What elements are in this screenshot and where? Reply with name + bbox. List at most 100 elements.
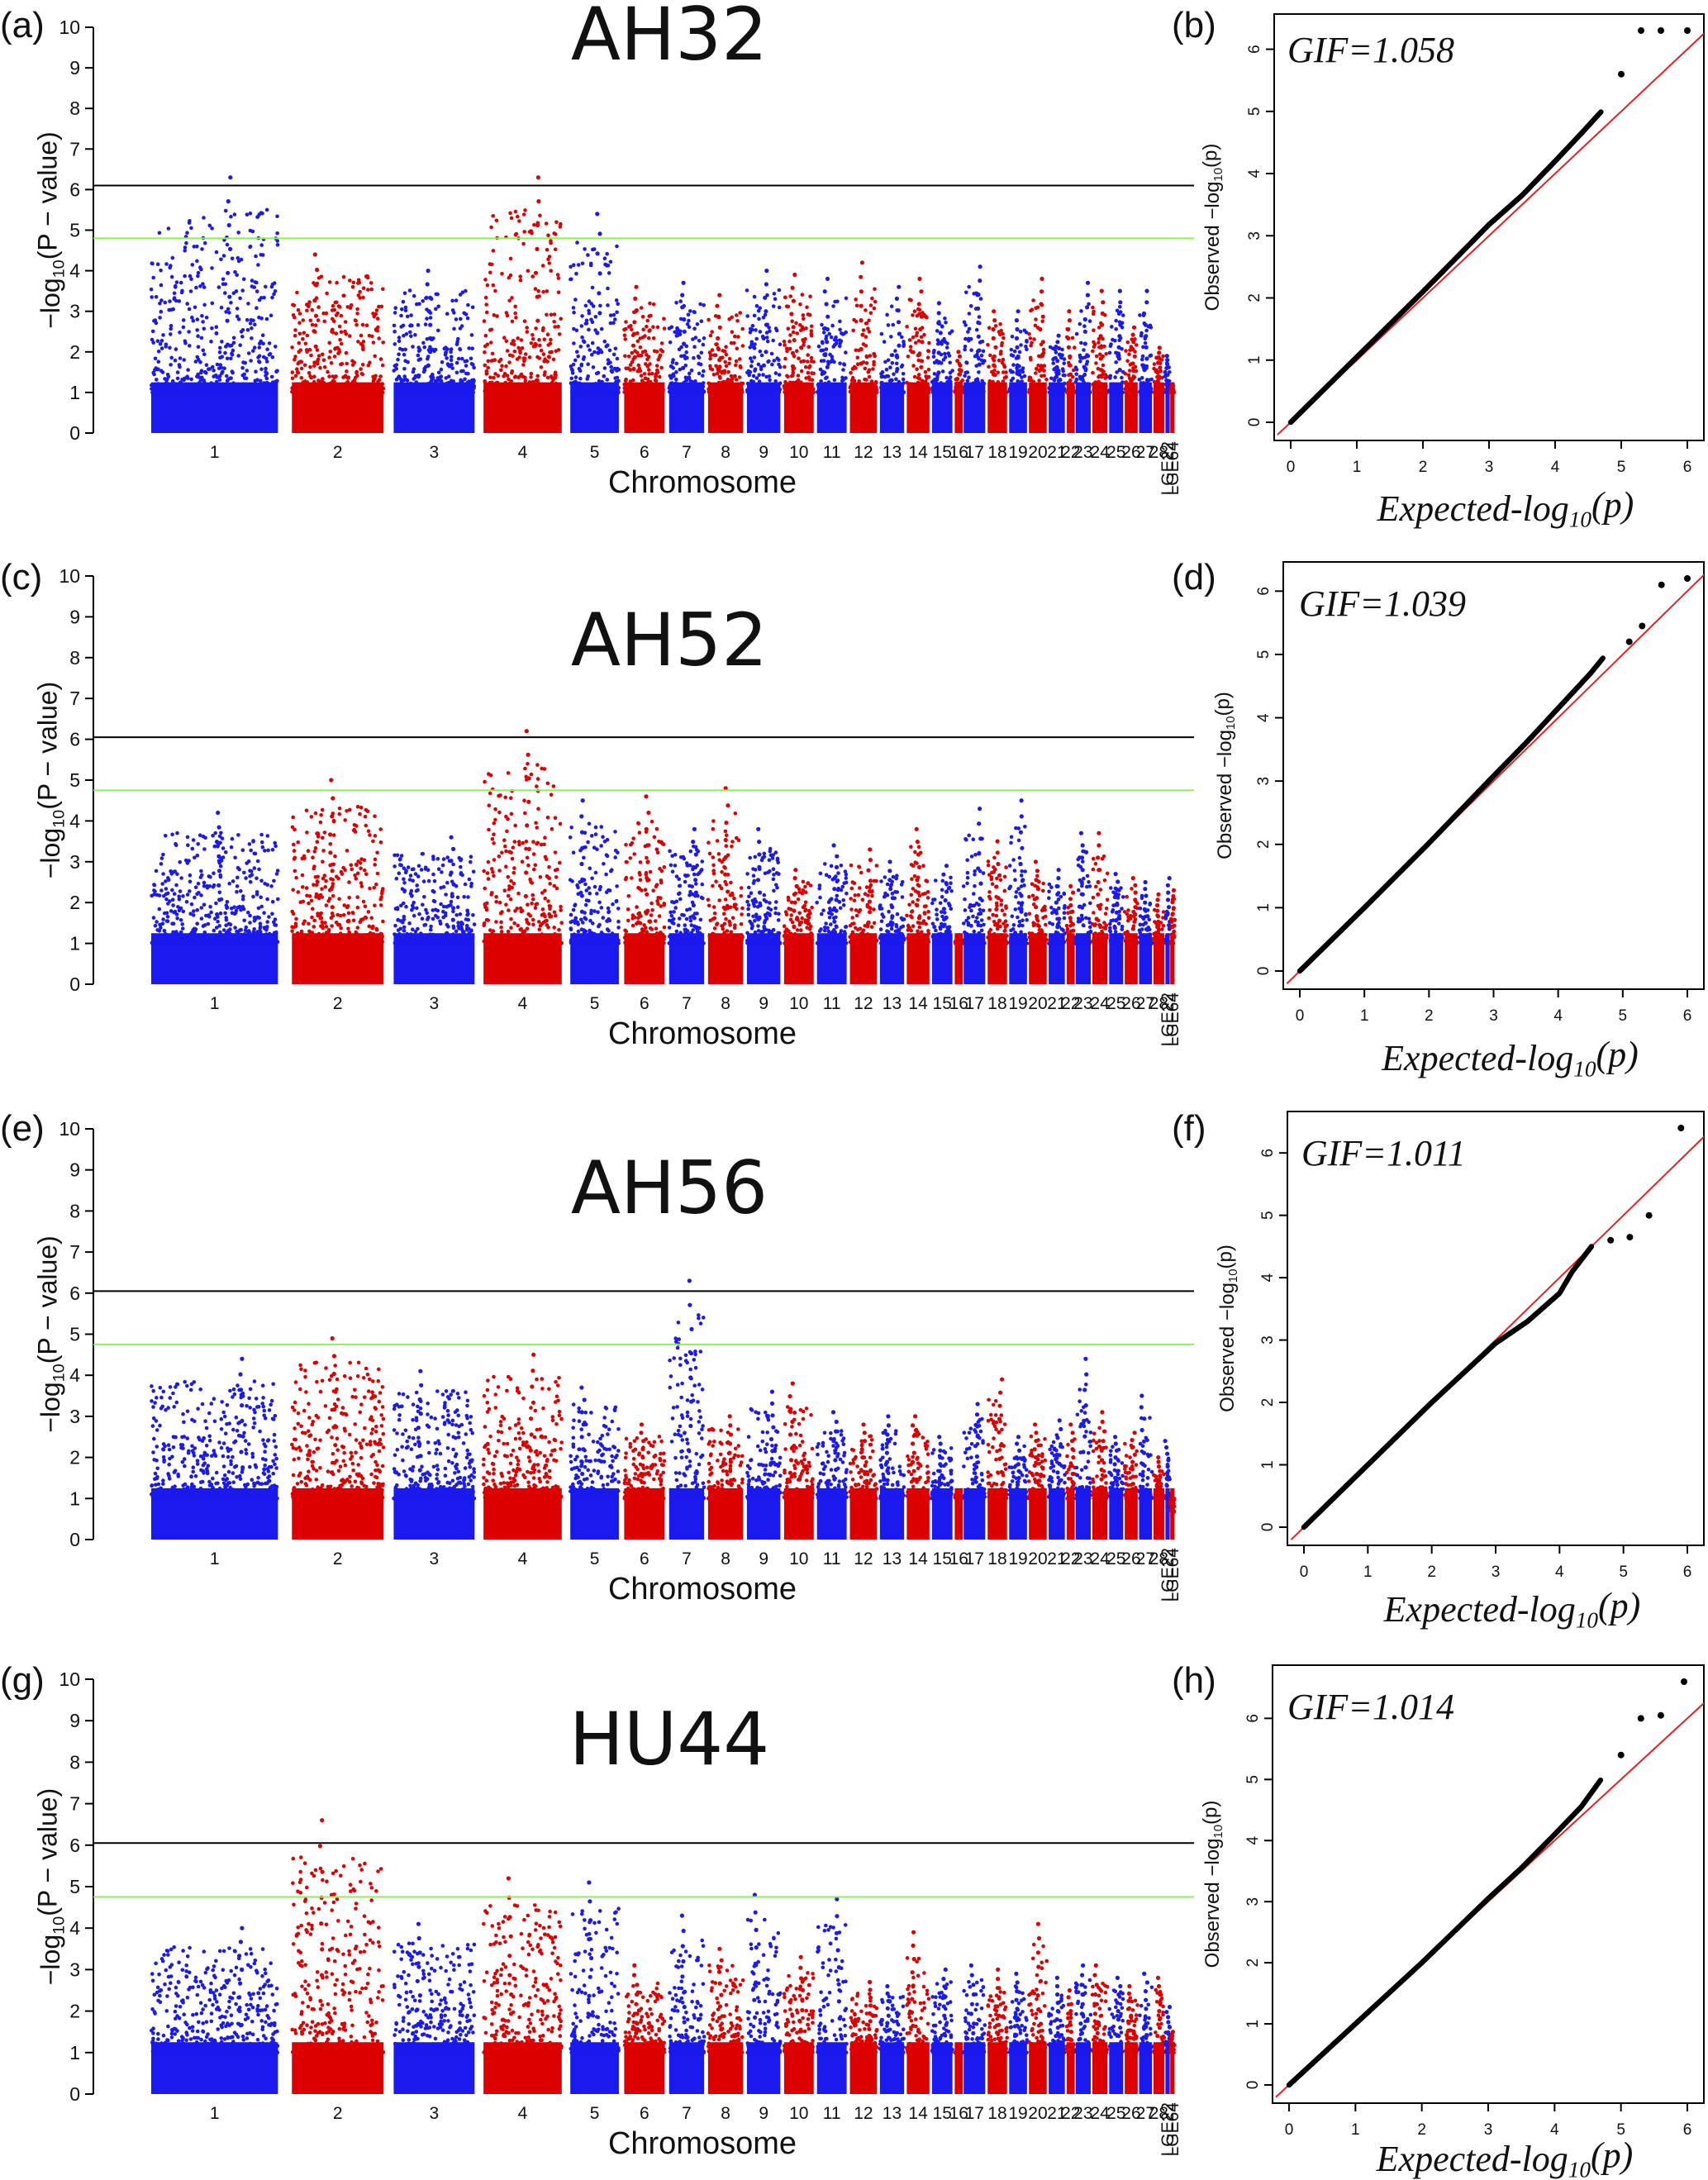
snp-point bbox=[716, 369, 721, 374]
snp-point bbox=[445, 356, 449, 360]
snp-point bbox=[374, 389, 378, 394]
snp-point bbox=[392, 369, 397, 373]
chromosome-label: 18 bbox=[987, 443, 1006, 462]
snp-point bbox=[270, 899, 275, 904]
snp-point bbox=[824, 347, 829, 351]
snp-point bbox=[302, 331, 307, 336]
snp-point bbox=[436, 867, 441, 871]
snp-point bbox=[954, 390, 959, 395]
snp-point bbox=[791, 330, 796, 335]
snp-point bbox=[303, 341, 308, 346]
snp-point bbox=[897, 379, 902, 384]
snp-point bbox=[152, 883, 157, 888]
chromosome-label: 17 bbox=[965, 443, 984, 462]
snp-point bbox=[402, 901, 406, 906]
snp-point bbox=[358, 812, 362, 816]
snp-point bbox=[1116, 345, 1121, 350]
snp-point bbox=[809, 355, 814, 360]
snp-point bbox=[155, 262, 160, 267]
snp-point bbox=[373, 354, 378, 359]
snp-point bbox=[900, 335, 904, 340]
snp-point bbox=[699, 350, 704, 355]
snp-point bbox=[714, 382, 719, 387]
snp-point bbox=[867, 318, 871, 323]
snp-point bbox=[243, 385, 248, 389]
snp-point bbox=[579, 362, 584, 367]
chromosome-2-peak-point bbox=[312, 252, 317, 257]
snp-point bbox=[859, 346, 864, 352]
snp-point bbox=[189, 226, 193, 231]
snp-point bbox=[770, 362, 774, 367]
snp-point bbox=[381, 340, 386, 345]
snp-point bbox=[309, 815, 314, 819]
snp-point bbox=[791, 298, 797, 303]
snp-point bbox=[683, 375, 688, 380]
snp-point bbox=[450, 387, 454, 392]
snp-point bbox=[252, 851, 257, 856]
snp-point bbox=[484, 369, 489, 374]
snp-point bbox=[1019, 343, 1023, 347]
snp-point bbox=[1123, 371, 1128, 376]
y-tick-label: 5 bbox=[69, 220, 80, 241]
snp-point bbox=[539, 348, 544, 353]
snp-point bbox=[241, 360, 245, 364]
snp-point bbox=[312, 940, 316, 945]
snp-point bbox=[268, 352, 273, 356]
snp-point bbox=[197, 375, 201, 379]
snp-point bbox=[275, 869, 280, 873]
snp-point bbox=[1140, 363, 1144, 368]
snp-point bbox=[1104, 352, 1108, 356]
snp-point bbox=[341, 385, 346, 390]
snp-point bbox=[820, 322, 824, 327]
snp-point bbox=[469, 859, 473, 864]
snp-point bbox=[214, 389, 218, 393]
snp-point bbox=[327, 355, 331, 359]
snp-point bbox=[363, 814, 368, 819]
snp-point bbox=[331, 878, 335, 882]
snp-point bbox=[764, 350, 768, 355]
snp-point bbox=[318, 941, 322, 945]
snp-point bbox=[964, 290, 968, 295]
snp-point bbox=[368, 931, 373, 935]
chromosome-label: 4 bbox=[518, 443, 528, 462]
snp-point bbox=[339, 362, 343, 367]
snp-point bbox=[355, 871, 360, 876]
snp-point bbox=[242, 372, 247, 377]
snp-point bbox=[533, 270, 539, 275]
snp-point bbox=[296, 390, 301, 395]
snp-point bbox=[418, 390, 422, 395]
snp-point bbox=[802, 317, 806, 321]
snp-point bbox=[738, 357, 742, 361]
snp-point bbox=[428, 295, 433, 300]
snp-point bbox=[964, 360, 969, 365]
snp-point bbox=[1165, 358, 1170, 363]
snp-point bbox=[230, 343, 234, 348]
snp-point bbox=[503, 388, 508, 393]
snp-point bbox=[1014, 336, 1020, 340]
snp-point bbox=[998, 332, 1002, 337]
snp-point bbox=[322, 831, 327, 835]
snp-point bbox=[463, 384, 468, 388]
snp-point bbox=[1144, 300, 1149, 305]
snp-point bbox=[576, 390, 581, 395]
snp-point bbox=[265, 938, 270, 943]
snp-point bbox=[331, 914, 335, 918]
snp-point bbox=[727, 361, 731, 366]
snp-point bbox=[165, 373, 170, 377]
snp-point bbox=[673, 381, 678, 386]
snp-point bbox=[358, 934, 362, 938]
snp-point bbox=[492, 375, 496, 380]
snp-point bbox=[622, 327, 626, 332]
snp-point bbox=[1091, 305, 1095, 310]
snp-point bbox=[783, 387, 787, 392]
snp-point bbox=[761, 363, 767, 368]
snp-point bbox=[372, 377, 376, 381]
chromosome-label: 19 bbox=[1008, 443, 1027, 462]
snp-point bbox=[394, 876, 399, 881]
snp-point bbox=[262, 911, 266, 915]
snp-point bbox=[429, 389, 434, 394]
snp-point bbox=[752, 294, 757, 299]
snp-point bbox=[615, 356, 620, 361]
snp-point bbox=[362, 868, 367, 873]
snp-point bbox=[796, 388, 800, 392]
